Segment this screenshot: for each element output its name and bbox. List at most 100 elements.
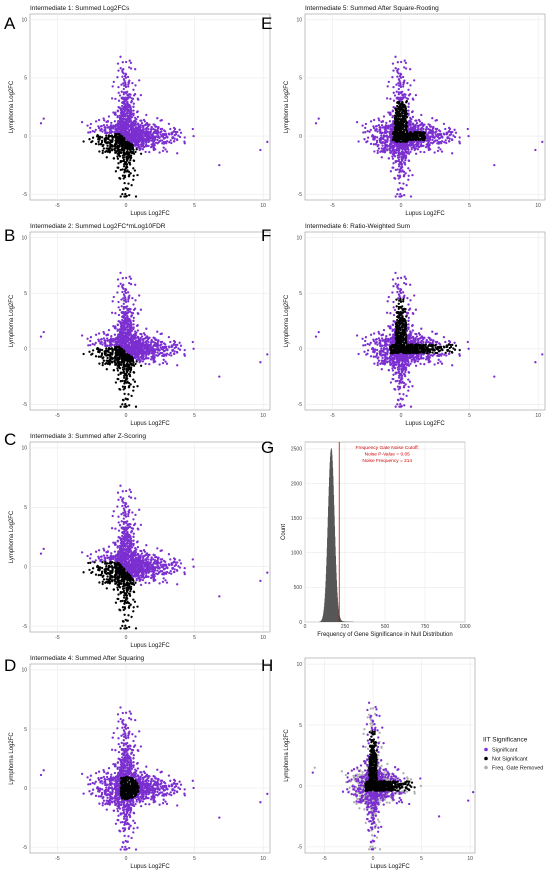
point-not-significant	[129, 150, 133, 153]
point-significant	[122, 283, 125, 286]
point-significant	[139, 583, 143, 587]
point-not-significant	[123, 584, 126, 588]
point-significant	[183, 566, 186, 570]
point-significant	[178, 559, 181, 562]
point-not-significant	[82, 352, 85, 356]
point-significant	[116, 340, 119, 343]
point-significant	[140, 143, 143, 146]
point-significant	[178, 348, 182, 351]
point-significant	[102, 769, 105, 772]
point-significant	[139, 559, 142, 563]
point-significant	[140, 563, 143, 566]
point-significant	[89, 336, 93, 339]
point-significant	[173, 346, 176, 350]
point-not-significant	[109, 569, 112, 573]
y-tick-label: 10	[21, 235, 27, 241]
point-not-significant	[127, 174, 131, 178]
point-significant	[102, 123, 106, 127]
point-significant	[119, 55, 122, 58]
point-significant	[136, 137, 140, 140]
point-significant	[164, 800, 167, 803]
point-not-significant	[110, 144, 114, 147]
point-significant	[157, 344, 160, 347]
point-significant	[147, 561, 150, 565]
point-significant	[169, 127, 172, 131]
point-significant	[170, 132, 173, 136]
point-significant	[116, 804, 119, 808]
point-not-significant	[121, 599, 124, 603]
point-significant	[129, 331, 132, 335]
y-tick-label: 5	[24, 505, 27, 511]
point-not-significant	[129, 587, 133, 590]
point-significant	[117, 498, 120, 501]
point-not-significant	[91, 140, 94, 143]
point-significant	[128, 338, 131, 341]
point-not-significant	[105, 347, 108, 350]
point-significant	[42, 547, 45, 551]
point-significant	[162, 146, 165, 149]
point-significant	[153, 123, 156, 127]
point-significant	[161, 580, 165, 584]
point-significant	[173, 137, 176, 140]
point-not-significant	[88, 138, 91, 141]
point-significant	[136, 340, 139, 343]
point-significant	[139, 745, 143, 748]
point-significant	[116, 557, 119, 561]
point-significant	[154, 360, 157, 363]
point-significant	[131, 335, 135, 339]
point-significant	[123, 344, 126, 347]
point-significant	[134, 144, 137, 147]
point-significant	[120, 298, 123, 301]
point-significant	[131, 129, 135, 133]
point-significant	[159, 346, 162, 349]
point-not-significant	[125, 376, 128, 379]
point-significant	[131, 135, 134, 138]
point-significant	[121, 318, 124, 322]
point-not-significant	[100, 136, 104, 139]
point-significant	[143, 565, 146, 568]
point-significant	[91, 560, 94, 563]
point-not-significant	[101, 582, 104, 586]
point-significant	[139, 349, 142, 352]
point-significant	[159, 561, 162, 564]
point-not-significant	[125, 140, 129, 143]
point-significant	[119, 341, 122, 345]
point-significant	[156, 138, 159, 142]
point-significant	[116, 323, 119, 326]
y-tick-label: -5	[23, 192, 28, 198]
point-significant	[132, 819, 135, 822]
point-significant	[139, 308, 143, 311]
point-significant	[139, 556, 142, 559]
point-significant	[126, 323, 130, 327]
point-significant	[128, 348, 131, 351]
point-not-significant	[101, 580, 104, 583]
point-significant	[119, 123, 122, 126]
point-significant	[121, 111, 124, 114]
point-significant	[131, 553, 135, 556]
point-significant	[173, 134, 176, 137]
y-tick-label: -5	[23, 402, 28, 408]
point-significant	[127, 83, 130, 86]
point-significant	[153, 348, 157, 352]
point-significant	[126, 558, 129, 561]
point-significant	[145, 144, 148, 147]
point-not-significant	[136, 385, 139, 388]
point-significant	[141, 351, 145, 354]
point-significant	[266, 140, 269, 144]
point-significant	[121, 541, 124, 544]
point-significant	[162, 137, 166, 140]
point-significant	[165, 140, 169, 143]
point-significant	[159, 563, 162, 567]
point-significant	[130, 341, 133, 345]
y-tick-label: -5	[23, 845, 28, 851]
point-significant	[131, 511, 134, 514]
point-not-significant	[108, 146, 111, 149]
point-significant	[104, 342, 107, 346]
point-significant	[163, 564, 166, 567]
point-significant	[110, 335, 113, 338]
point-significant	[183, 572, 186, 576]
point-significant	[172, 343, 175, 346]
y-tick-label: 0	[24, 564, 27, 570]
point-significant	[134, 84, 137, 87]
point-significant	[135, 146, 138, 149]
